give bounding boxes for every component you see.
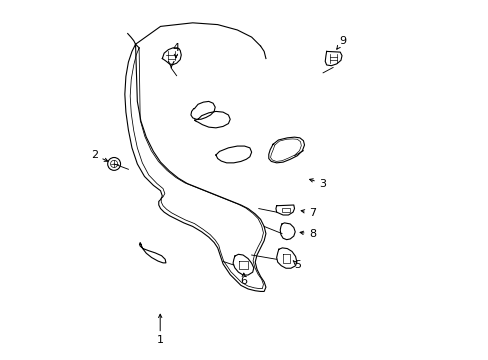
Bar xyxy=(282,208,289,212)
Text: 2: 2 xyxy=(91,150,98,160)
Text: 4: 4 xyxy=(172,43,179,53)
Text: 6: 6 xyxy=(240,276,247,286)
Text: 3: 3 xyxy=(319,179,326,189)
Text: 5: 5 xyxy=(294,260,301,270)
Text: 9: 9 xyxy=(339,36,346,46)
Text: 8: 8 xyxy=(309,229,316,239)
Text: 1: 1 xyxy=(156,335,163,345)
Text: 7: 7 xyxy=(309,208,316,218)
